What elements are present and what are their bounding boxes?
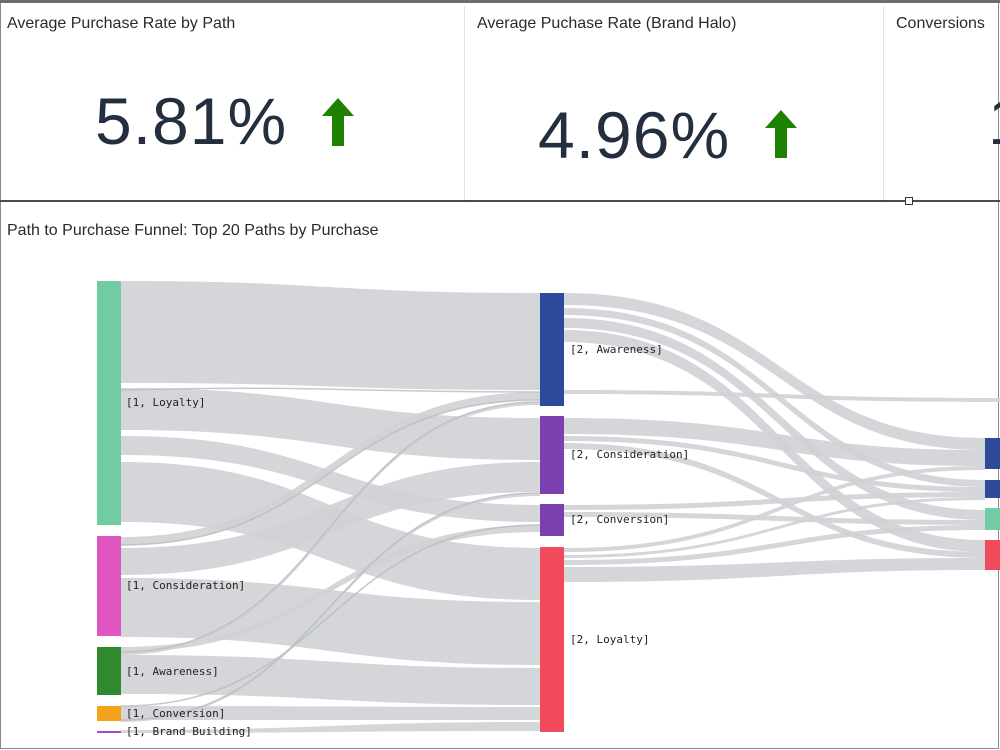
sankey-node-1-awareness	[97, 647, 121, 695]
sankey-label: [2, Awareness]	[570, 343, 663, 356]
sankey-link	[121, 462, 540, 575]
kpi-card-conversions[interactable]: Conversions 1	[884, 3, 1000, 200]
sankey-link	[564, 390, 1000, 402]
sankey-node-2-consideration	[540, 416, 564, 494]
sankey-node-3-c	[985, 508, 1000, 530]
resize-handle[interactable]	[905, 197, 913, 205]
sankey-link	[121, 392, 540, 545]
sankey-link	[564, 558, 985, 582]
sankey-link	[564, 293, 985, 450]
sankey-node-1-consideration	[97, 536, 121, 636]
sankey-node-1-brand-building	[97, 731, 121, 733]
sankey-node-3-d	[985, 540, 1000, 570]
stage1-nodes	[97, 281, 121, 733]
sankey-link	[564, 492, 985, 510]
sankey-label: [2, Conversion]	[570, 513, 669, 526]
sankey-label: [1, Consideration]	[126, 579, 245, 592]
stage3-nodes	[985, 438, 1000, 570]
kpi-row: Average Purchase Rate by Path 5.81% Aver…	[0, 3, 1000, 203]
sankey-node-2-loyalty	[540, 547, 564, 732]
sankey-link	[564, 318, 985, 520]
kpi-card-purchase-rate-by-path[interactable]: Average Purchase Rate by Path 5.81%	[0, 3, 464, 200]
sankey-link	[564, 497, 985, 558]
stage1-labels: [1, Loyalty] [1, Consideration] [1, Awar…	[126, 396, 252, 738]
kpi-title: Average Purchase Rate by Path	[7, 15, 236, 32]
sankey-label: [1, Brand Building]	[126, 725, 252, 738]
kpi-value: 1	[988, 83, 1000, 159]
stage2-nodes	[540, 293, 564, 732]
sankey-node-2-awareness	[540, 293, 564, 406]
kpi-value: 5.81%	[95, 84, 288, 158]
top-border	[0, 0, 1000, 3]
sankey-link	[121, 706, 540, 720]
sankey-label: [1, Conversion]	[126, 707, 225, 720]
sankey-link	[564, 466, 985, 552]
sankey-chart[interactable]: [1, Loyalty] [1, Consideration] [1, Awar…	[0, 202, 1000, 750]
sankey-links	[121, 281, 1000, 733]
sankey-link-edges	[120, 387, 541, 721]
kpi-card-purchase-rate-brand-halo[interactable]: Average Puchase Rate (Brand Halo) 4.96%	[465, 3, 883, 200]
sankey-link	[121, 722, 540, 733]
sankey-node-1-conversion	[97, 706, 121, 721]
sankey-link	[564, 418, 985, 466]
kpi-value: 4.96%	[538, 98, 731, 172]
sankey-link	[121, 402, 540, 655]
trend-up-arrow-icon	[322, 98, 354, 146]
section-divider	[0, 200, 1000, 202]
kpi-title: Average Puchase Rate (Brand Halo)	[477, 15, 737, 32]
sankey-link	[121, 388, 540, 460]
sankey-node-3-a	[985, 438, 1000, 469]
sankey-link	[121, 493, 540, 722]
sankey-link	[121, 578, 540, 665]
kpi-divider	[464, 6, 465, 203]
sankey-link	[564, 525, 985, 565]
kpi-divider	[883, 6, 884, 203]
sankey-node-3-b	[985, 480, 1000, 498]
trend-up-arrow-icon	[765, 110, 797, 158]
sankey-node-1-loyalty	[97, 281, 121, 525]
sankey-label: [2, Loyalty]	[570, 633, 649, 646]
sankey-link	[121, 655, 540, 705]
sankey-link	[564, 512, 985, 525]
stage2-labels: [2, Awareness] [2, Consideration] [2, Co…	[570, 343, 689, 646]
sankey-link	[121, 281, 540, 390]
sankey-label: [2, Consideration]	[570, 448, 689, 461]
sankey-title: Path to Purchase Funnel: Top 20 Paths by…	[7, 222, 379, 239]
kpi-title: Conversions	[896, 15, 985, 32]
sankey-label: [1, Loyalty]	[126, 396, 205, 409]
sankey-link	[564, 436, 985, 492]
sankey-link	[121, 525, 540, 652]
sankey-label: [1, Awareness]	[126, 665, 219, 678]
sankey-node-2-conversion	[540, 504, 564, 536]
